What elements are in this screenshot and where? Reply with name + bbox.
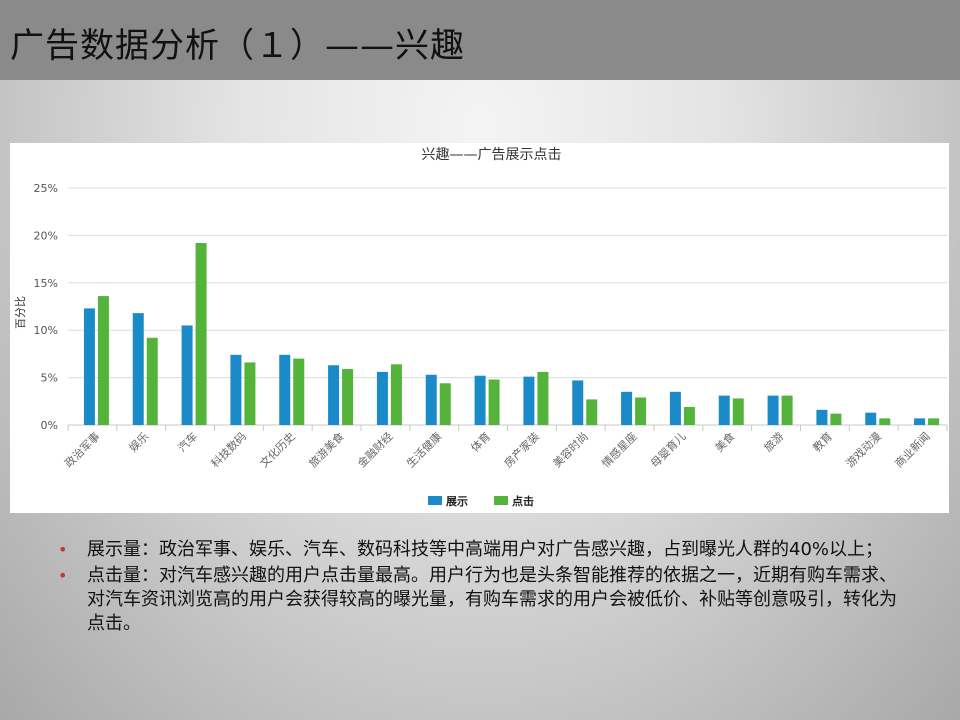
bar-点击-房产家装 <box>537 371 549 425</box>
x-tick-label: 旅游美食 <box>306 429 347 470</box>
bar-展示-母婴育儿 <box>669 391 681 425</box>
y-tick-label: 20% <box>34 229 58 242</box>
bar-点击-游戏动漫 <box>879 418 891 425</box>
bar-点击-政治军事 <box>97 296 109 425</box>
bar-展示-生活健康 <box>425 374 437 425</box>
y-tick-label: 5% <box>41 372 58 385</box>
bar-点击-旅游 <box>781 395 793 425</box>
legend-swatch-点击 <box>494 496 508 505</box>
bar-展示-汽车 <box>181 325 193 425</box>
bar-点击-教育 <box>830 413 842 425</box>
x-tick-label: 母婴育儿 <box>648 429 689 470</box>
bar-展示-旅游 <box>767 395 779 425</box>
bar-展示-教育 <box>816 409 828 425</box>
x-tick-label: 生活健康 <box>403 429 444 470</box>
x-tick-label: 游戏动漫 <box>843 429 884 470</box>
bar-展示-商业新闻 <box>914 418 926 425</box>
y-axis-label: 百分比 <box>14 296 27 329</box>
bar-点击-汽车 <box>195 242 207 425</box>
bar-展示-科技数码 <box>230 354 242 425</box>
bullet-item-impressions: • 展示量：政治军事、娱乐、汽车、数码科技等中高端用户对广告感兴趣，占到曝光人群… <box>58 538 908 562</box>
x-tick-label: 政治军事 <box>62 429 103 470</box>
bar-点击-母婴育儿 <box>683 406 695 425</box>
bar-展示-娱乐 <box>132 313 144 425</box>
bar-展示-体育 <box>474 375 486 425</box>
chart-panel: 兴趣——广告展示点击 0% 5% 10% 15% 20% 25% 百分比政治军事 娱乐 汽车 科技数… <box>10 143 949 513</box>
page-title: 广告数据分析（１）——兴趣 <box>10 26 465 66</box>
bar-展示-美食 <box>718 395 730 425</box>
x-tick-label: 金融财经 <box>355 429 396 470</box>
x-tick-label: 汽车 <box>175 429 200 454</box>
y-tick-label: 0% <box>41 419 58 432</box>
x-tick-label: 体育 <box>468 429 493 454</box>
bar-点击-文化历史 <box>293 358 305 425</box>
bar-展示-房产家装 <box>523 376 535 425</box>
x-tick-label: 情感星座 <box>599 429 640 470</box>
bar-点击-生活健康 <box>439 383 451 425</box>
x-tick-label: 文化历史 <box>257 429 298 470</box>
y-tick-label: 25% <box>34 182 58 195</box>
bullet-text: 点击量：对汽车感兴趣的用户点击量最高。用户行为也是头条智能推荐的依据之一，近期有… <box>87 565 897 634</box>
x-tick-label: 房产家装 <box>501 429 542 470</box>
bar-展示-美容时尚 <box>572 380 584 425</box>
bar-点击-金融财经 <box>390 364 402 425</box>
x-tick-label: 教育 <box>810 429 835 454</box>
bullet-list: • 展示量：政治军事、娱乐、汽车、数码科技等中高端用户对广告感兴趣，占到曝光人群… <box>58 538 908 638</box>
legend-label: 展示 <box>445 495 468 508</box>
x-tick-label: 商业新闻 <box>892 429 933 470</box>
bar-点击-美容时尚 <box>586 399 598 425</box>
x-tick-label: 娱乐 <box>126 429 151 454</box>
bar-展示-旅游美食 <box>328 365 340 425</box>
bar-点击-娱乐 <box>146 337 158 425</box>
bar-点击-旅游美食 <box>342 369 354 425</box>
x-tick-label: 科技数码 <box>208 429 249 470</box>
bar-展示-情感星座 <box>621 391 633 425</box>
bar-点击-情感星座 <box>635 397 647 425</box>
bar-点击-科技数码 <box>244 362 256 425</box>
bar-展示-金融财经 <box>376 371 388 425</box>
bar-展示-文化历史 <box>279 354 291 425</box>
legend-swatch-展示 <box>428 496 442 505</box>
title-bar: 广告数据分析（１）——兴趣 <box>0 0 960 80</box>
bar-点击-美食 <box>732 398 744 425</box>
bullet-item-clicks: • 点击量：对汽车感兴趣的用户点击量最高。用户行为也是头条智能推荐的依据之一，近… <box>58 564 908 636</box>
y-tick-label: 10% <box>34 324 58 337</box>
x-tick-label: 美容时尚 <box>550 429 591 470</box>
bar-点击-商业新闻 <box>928 418 940 425</box>
bullet-text: 展示量：政治军事、娱乐、汽车、数码科技等中高端用户对广告感兴趣，占到曝光人群的4… <box>87 539 884 560</box>
chart-title: 兴趣——广告展示点击 <box>422 147 562 163</box>
bullet-dot-icon: • <box>58 540 68 559</box>
bar-点击-体育 <box>488 379 500 425</box>
bar-展示-政治军事 <box>83 308 95 425</box>
y-tick-label: 15% <box>34 277 58 290</box>
legend-label: 点击 <box>512 494 534 508</box>
bar-展示-游戏动漫 <box>865 412 877 425</box>
x-tick-label: 旅游 <box>761 429 786 454</box>
x-tick-label: 美食 <box>712 429 737 454</box>
bullet-dot-icon: • <box>58 566 68 585</box>
